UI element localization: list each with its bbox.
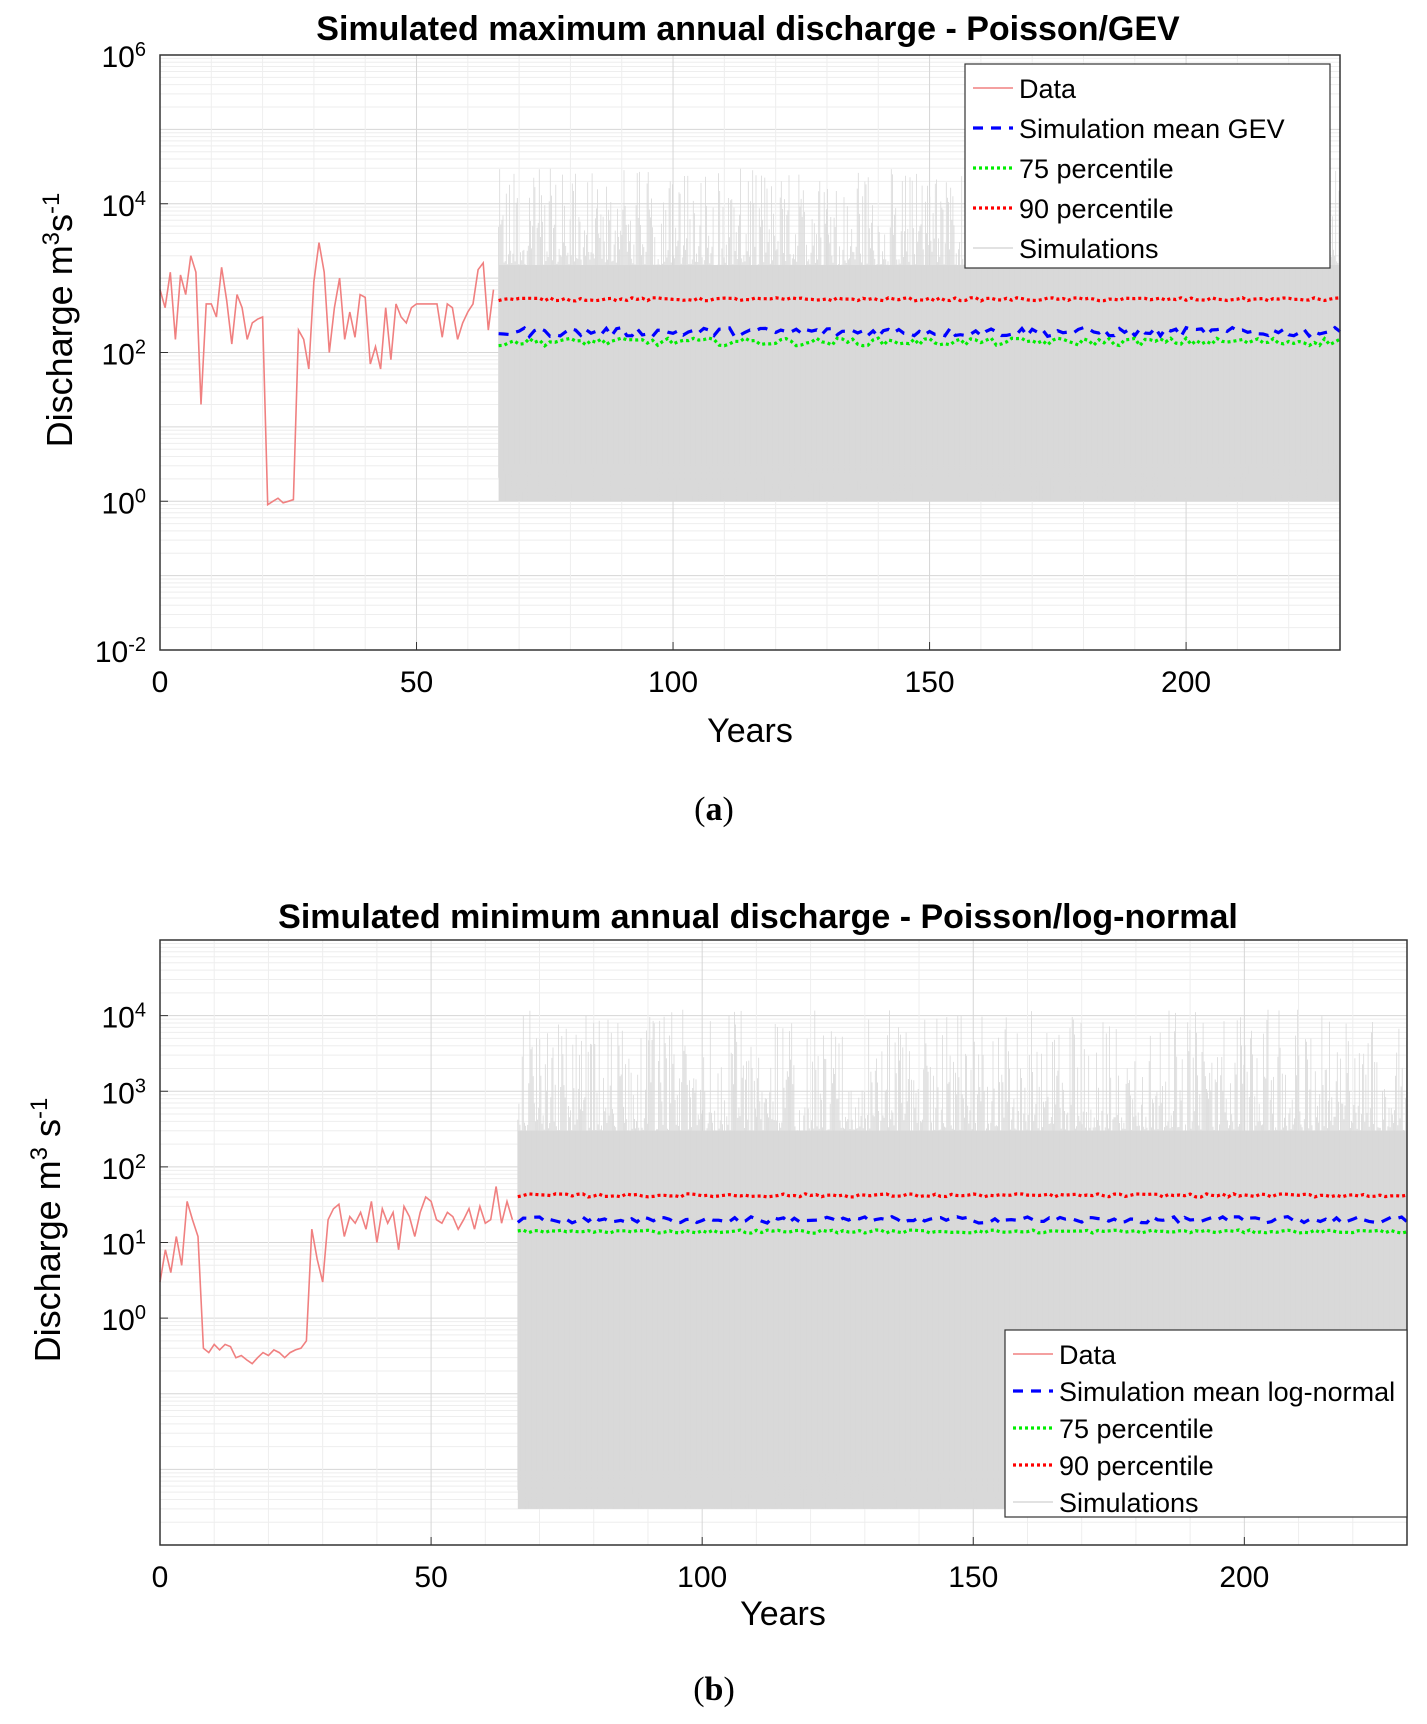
y-axis-label: Discharge m3 s-1 bbox=[26, 1098, 69, 1363]
series-data bbox=[159, 1186, 514, 1365]
x-tick-label: 50 bbox=[400, 666, 433, 699]
y-tick-label: 10-2 bbox=[95, 634, 146, 669]
x-tick-label: 200 bbox=[1161, 666, 1211, 699]
x-tick-label: 150 bbox=[905, 666, 955, 699]
y-tick-label: 100 bbox=[102, 485, 147, 520]
y-tick-label: 106 bbox=[102, 39, 147, 74]
y-tick-labels: 10-2 100 102 104 106 bbox=[95, 39, 168, 669]
x-tick-label: 50 bbox=[414, 1561, 447, 1594]
panel-caption: (a) bbox=[694, 791, 734, 828]
y-tick-labels: 100 101 102 103 104 bbox=[102, 1000, 168, 1337]
legend-label: 75 percentile bbox=[1059, 1414, 1214, 1444]
legend-box bbox=[1004, 1329, 1408, 1518]
legend-label: 90 percentile bbox=[1019, 194, 1174, 224]
legend-label: 75 percentile bbox=[1019, 154, 1174, 184]
legend: Data Simulation mean GEV 75 percentile 90 p… bbox=[964, 63, 1331, 269]
x-tick-label: 100 bbox=[648, 666, 698, 699]
legend-label: Simulation mean GEV bbox=[1019, 114, 1285, 144]
x-tick-label: 100 bbox=[677, 1561, 727, 1594]
series-simulation-mean-gev bbox=[498, 325, 1341, 340]
x-axis-label: Years bbox=[740, 1595, 826, 1633]
panel-a: Simulated maximum annual discharge - Poi… bbox=[38, 10, 1341, 828]
x-tick-label: 150 bbox=[948, 1561, 998, 1594]
x-tick-label: 200 bbox=[1219, 1561, 1269, 1594]
y-tick-label: 104 bbox=[102, 1000, 147, 1035]
legend-label: Simulation mean log-normal bbox=[1059, 1377, 1395, 1407]
series-90-percentile bbox=[517, 1192, 1408, 1199]
y-tick-label: 101 bbox=[102, 1227, 147, 1262]
x-tick-labels: 0 50 100 150 200 bbox=[152, 642, 1211, 699]
x-tick-label: 0 bbox=[152, 666, 169, 699]
y-axis-label: Discharge m3s-1 bbox=[38, 193, 81, 448]
y-tick-label: 104 bbox=[102, 188, 147, 223]
simulations-band bbox=[498, 168, 1340, 502]
simulations-band-core bbox=[498, 265, 1340, 502]
legend-label: Simulations bbox=[1019, 234, 1159, 264]
simulations-spikes bbox=[498, 168, 1340, 502]
chart-title: Simulated maximum annual discharge - Poi… bbox=[316, 10, 1180, 48]
x-tick-label: 0 bbox=[152, 1561, 169, 1594]
y-tick-label: 102 bbox=[102, 1151, 147, 1186]
legend-label: Data bbox=[1019, 74, 1077, 104]
simulations-spikes bbox=[517, 1009, 1407, 1509]
series-75-percentile bbox=[517, 1228, 1408, 1235]
series-data bbox=[159, 242, 495, 507]
y-tick-label: 102 bbox=[102, 337, 147, 372]
legend-label: Simulations bbox=[1059, 1488, 1199, 1518]
y-tick-label: 100 bbox=[102, 1302, 147, 1337]
legend: Data Simulation mean log-normal 75 percent… bbox=[1004, 1329, 1408, 1518]
chart-title: Simulated minimum annual discharge - Poi… bbox=[278, 898, 1238, 936]
legend-label: Data bbox=[1059, 1340, 1117, 1370]
x-axis-label: Years bbox=[707, 712, 793, 750]
series-lines bbox=[159, 1186, 1409, 1365]
legend-label: 90 percentile bbox=[1059, 1451, 1214, 1481]
series-90-percentile bbox=[498, 295, 1341, 303]
panel-b: Simulated minimum annual discharge - Poi… bbox=[26, 898, 1409, 1708]
x-tick-labels: 0 50 100 150 200 bbox=[152, 1537, 1269, 1594]
series-simulation-mean-log-normal bbox=[516, 1214, 1409, 1226]
panel-caption: (b) bbox=[693, 1671, 735, 1708]
series-lines bbox=[159, 242, 1341, 507]
y-tick-label: 103 bbox=[102, 1075, 147, 1110]
legend-box bbox=[964, 63, 1331, 269]
